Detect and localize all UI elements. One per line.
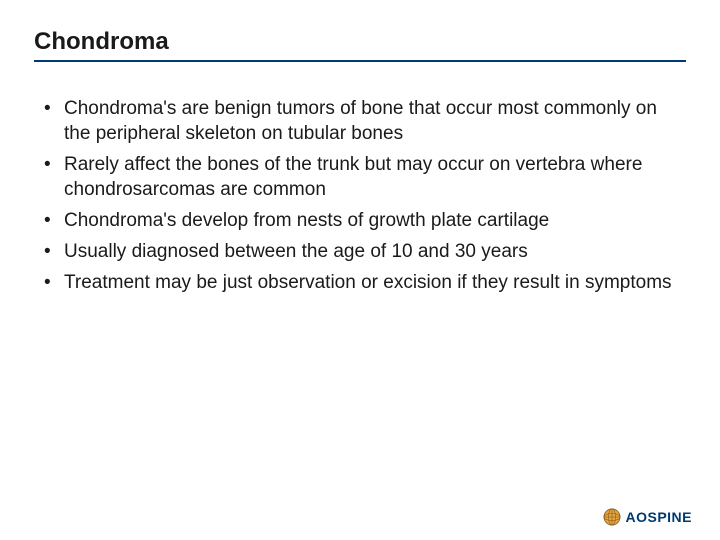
list-item: Chondroma's develop from nests of growth… bbox=[40, 208, 686, 233]
list-item: Usually diagnosed between the age of 10 … bbox=[40, 239, 686, 264]
bullet-list: Chondroma's are benign tumors of bone th… bbox=[34, 96, 686, 296]
logo-text: AO SPINE bbox=[625, 509, 692, 525]
list-item: Chondroma's are benign tumors of bone th… bbox=[40, 96, 686, 146]
logo-text-spine: SPINE bbox=[647, 509, 692, 525]
slide: Chondroma Chondroma's are benign tumors … bbox=[0, 0, 720, 540]
list-item: Treatment may be just observation or exc… bbox=[40, 270, 686, 295]
globe-icon bbox=[603, 508, 621, 526]
title-underline bbox=[34, 60, 686, 62]
logo-text-ao: AO bbox=[625, 509, 647, 525]
slide-title: Chondroma bbox=[34, 28, 686, 56]
footer-logo: AO SPINE bbox=[603, 508, 692, 526]
list-item: Rarely affect the bones of the trunk but… bbox=[40, 152, 686, 202]
